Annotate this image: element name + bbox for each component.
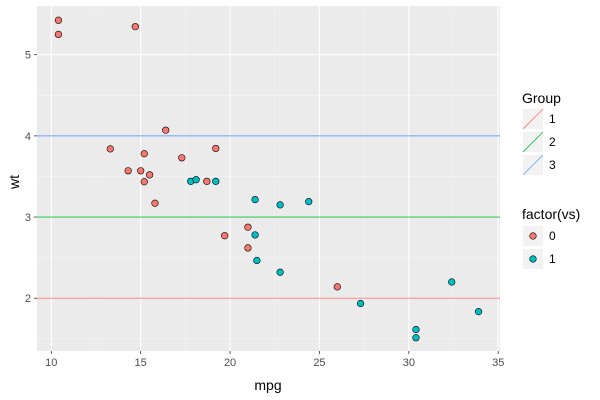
data-point-vs-0 [221, 232, 229, 240]
x-tick-label: 10 [45, 357, 57, 369]
axis-ticks: 10 15 20 25 30 35 2 3 4 5 [25, 50, 504, 369]
data-point-vs-0 [54, 30, 63, 39]
data-point-vs-0 [124, 167, 132, 175]
data-point-vs-0 [244, 223, 252, 231]
data-point-vs-1 [212, 177, 220, 185]
data-point-vs-1 [356, 299, 365, 308]
legend-line-swatch [522, 131, 544, 153]
data-point-vs-0 [140, 150, 148, 158]
legend-group-label-1: 1 [549, 112, 556, 126]
data-point-vs-0 [137, 167, 145, 175]
data-point-vs-0 [178, 154, 186, 162]
legend-group-entry-1: 1 [522, 108, 556, 130]
data-point-vs-0 [333, 283, 341, 291]
data-point-vs-1 [305, 198, 313, 206]
data-point-vs-1 [251, 231, 259, 239]
legend-group-entry-2: 2 [522, 131, 556, 153]
x-tick-label: 30 [403, 357, 415, 369]
legend-vs-label-0: 0 [549, 229, 556, 243]
data-point-vs-0 [203, 177, 211, 185]
legend-line-swatch [522, 154, 544, 176]
x-tick-label: 15 [135, 357, 147, 369]
legend-point-swatch [529, 255, 537, 263]
legend-group-label-3: 3 [549, 158, 556, 172]
reference-lines [37, 135, 500, 299]
y-tick-label: 4 [25, 131, 31, 143]
data-point-vs-0 [162, 126, 170, 134]
legend-vs-title: factor(vs) [522, 206, 580, 222]
y-tick-label: 5 [25, 50, 31, 62]
legend-group-label-2: 2 [549, 135, 556, 149]
x-tick-label: 35 [492, 357, 504, 369]
legend-group-title: Group [522, 90, 561, 106]
legend-point-swatch [529, 232, 537, 240]
data-point-vs-1 [448, 278, 456, 286]
data-point-vs-1 [412, 334, 420, 342]
legend-line-swatch [522, 108, 544, 130]
y-tick-label: 3 [25, 212, 31, 224]
data-point-vs-0 [151, 199, 159, 207]
data-point-vs-1 [192, 176, 200, 184]
data-point-vs-0 [212, 144, 220, 153]
data-point-vs-1 [276, 268, 284, 276]
plot-panel [37, 6, 500, 351]
data-points [54, 16, 483, 342]
data-point-vs-1 [474, 308, 483, 316]
data-point-vs-1 [276, 201, 284, 209]
y-axis-title: wt [6, 175, 22, 190]
legend-vs-entry-0: 0 [523, 226, 556, 246]
data-point-vs-0 [106, 145, 114, 153]
x-tick-label: 25 [313, 357, 325, 369]
data-point-vs-0 [244, 244, 252, 252]
x-tick-label: 20 [224, 357, 236, 369]
legend-vs-entry-1: 1 [523, 249, 556, 269]
data-point-vs-0 [54, 16, 63, 24]
data-point-vs-0 [140, 178, 148, 186]
legend-group-entry-3: 3 [522, 154, 556, 176]
y-tick-label: 2 [25, 293, 31, 305]
data-point-vs-1 [412, 325, 420, 334]
data-point-vs-1 [251, 196, 259, 204]
x-axis-title: mpg [254, 377, 281, 393]
data-point-vs-0 [146, 171, 154, 179]
legend-vs-label-1: 1 [549, 252, 556, 266]
data-point-vs-1 [253, 256, 261, 265]
data-point-vs-0 [131, 23, 139, 31]
